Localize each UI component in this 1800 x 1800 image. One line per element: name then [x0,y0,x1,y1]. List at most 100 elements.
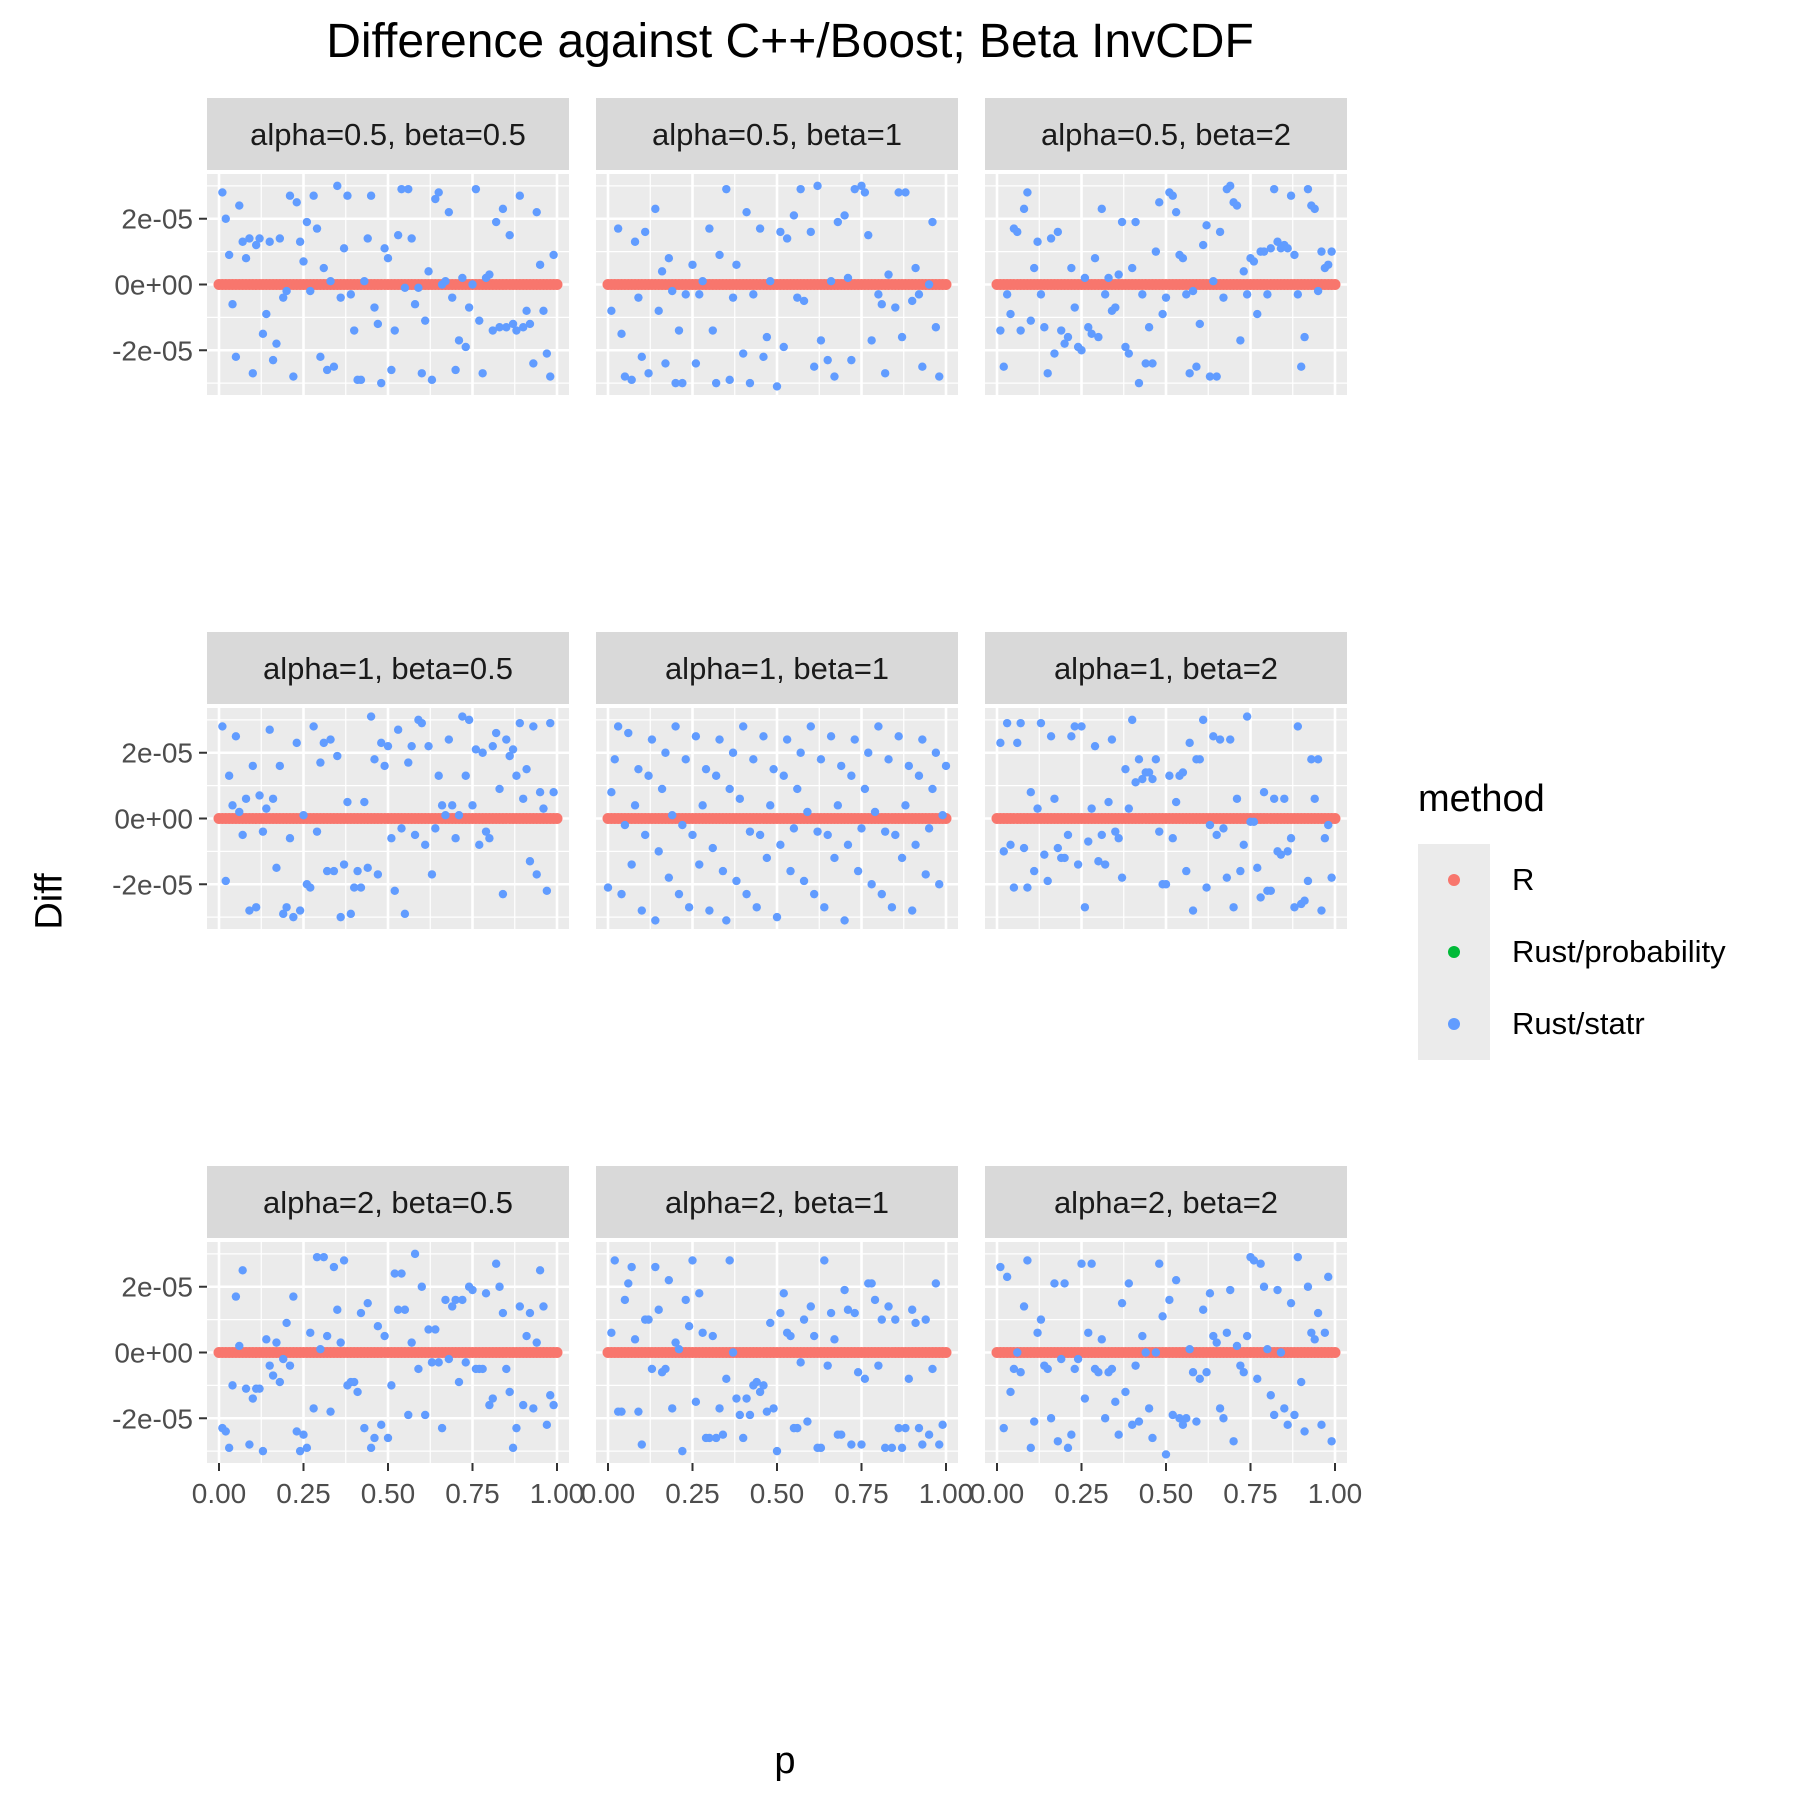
point-rust-statr [1050,349,1059,358]
point-rust-statr [813,181,822,191]
point-rust-statr [1155,827,1164,836]
point-rust-statr [705,224,714,233]
point-rust-statr [383,253,393,263]
point-rust-statr [1188,1368,1198,1377]
point-rust-statr [434,1358,443,1367]
point-rust-statr [725,1256,734,1265]
point-rust-statr [1324,1272,1333,1282]
point-rust-statr [894,732,903,741]
point-rust-statr [1239,1368,1248,1377]
point-rust-statr [1121,764,1130,774]
point-rust-statr [786,866,795,876]
facet-panel: alpha=1, beta=0.5 -2e-05 0e+00 2e-05 [112,632,569,929]
point-rust-statr [302,1443,312,1453]
point-rust-statr [806,227,815,237]
point-rust-statr [772,912,782,922]
point-rust-statr [732,876,741,886]
point-rust-statr [1165,1295,1174,1305]
point-rust-statr [847,355,856,365]
point-rust-statr [441,811,450,820]
point-rust-statr [1138,774,1147,784]
point-rust-statr [1192,362,1201,371]
point-rust-statr [1168,1410,1177,1420]
point-rust-statr [539,306,548,316]
point-rust-statr [525,857,535,866]
point-rust-statr [1327,1437,1336,1446]
facet-strip [596,1166,958,1238]
point-rust-statr [880,827,890,836]
point-rust-statr [715,1404,724,1413]
point-rust-statr [837,761,846,771]
point-rust-statr [279,1354,288,1364]
point-rust-statr [870,1295,880,1305]
point-rust-statr [491,217,501,227]
point-rust-statr [390,1269,399,1278]
point-rust-statr [1286,834,1296,843]
point-rust-statr [1026,787,1036,797]
facet-strip-label: alpha=1, beta=0.5 [263,651,513,686]
point-rust-statr [508,745,518,754]
point-rust-statr [444,1354,454,1364]
point-rust-statr [901,1423,910,1433]
point-rust-statr [1212,372,1221,381]
point-rust-statr [651,916,660,925]
point-rust-statr [607,787,616,797]
point-rust-statr [1155,198,1164,207]
point-rust-statr [1266,1391,1275,1400]
point-rust-statr [508,319,518,329]
point-rust-statr [275,761,285,771]
facet-strip-label: alpha=2, beta=0.5 [263,1185,513,1220]
point-rust-statr [1067,263,1076,273]
point-rust-statr [1236,866,1245,876]
point-rust-statr [793,1423,802,1433]
point-rust-statr [1009,883,1019,892]
facet-strip [985,98,1347,170]
point-rust-statr [1063,1443,1073,1453]
point-rust-statr [739,349,748,358]
point-rust-statr [999,362,1008,371]
point-rust-statr [221,876,230,886]
facet-strip-label: alpha=1, beta=2 [1054,651,1278,686]
point-rust-statr [924,824,934,833]
point-rust-statr [1023,883,1032,892]
point-rust-statr [535,1266,545,1275]
point-rust-statr [728,748,738,757]
x-tick-label: 0.25 [665,1478,720,1509]
point-rust-statr [268,355,278,365]
point-rust-statr [1205,372,1215,381]
point-rust-statr [695,1289,704,1298]
point-rust-statr [1273,237,1282,246]
facet-strip [985,632,1347,704]
point-rust-statr [333,1305,342,1314]
point-rust-statr [742,207,751,217]
point-rust-statr [366,191,376,200]
point-rust-statr [894,1423,903,1433]
point-rust-statr [542,349,552,358]
point-rust-statr [1134,1417,1144,1426]
point-rust-statr [224,771,234,780]
point-rust-statr [431,1325,440,1334]
point-rust-statr [918,362,927,371]
point-rust-statr [1222,1328,1232,1337]
point-rust-statr [427,375,437,385]
point-rust-statr [397,1269,406,1278]
point-rust-statr [1006,840,1015,850]
y-tick-label: 0e+00 [114,270,193,301]
point-rust-statr [796,1358,805,1367]
point-rust-statr [809,889,819,899]
point-rust-statr [860,188,870,197]
point-rust-statr [823,355,832,365]
point-rust-statr [1303,876,1313,886]
point-rust-statr [343,797,352,807]
point-rust-statr [1006,1387,1015,1397]
point-rust-statr [803,1417,812,1426]
point-rust-statr [847,1440,856,1449]
point-rust-statr [897,332,907,342]
point-rust-statr [809,1331,819,1341]
facet-panel: alpha=0.5, beta=0.5 -2e-05 0e+00 2e-05 [112,98,569,395]
point-rust-statr [1182,1414,1191,1423]
point-rust-statr [299,257,308,266]
point-rust-statr [444,735,454,744]
point-rust-statr [235,201,244,210]
